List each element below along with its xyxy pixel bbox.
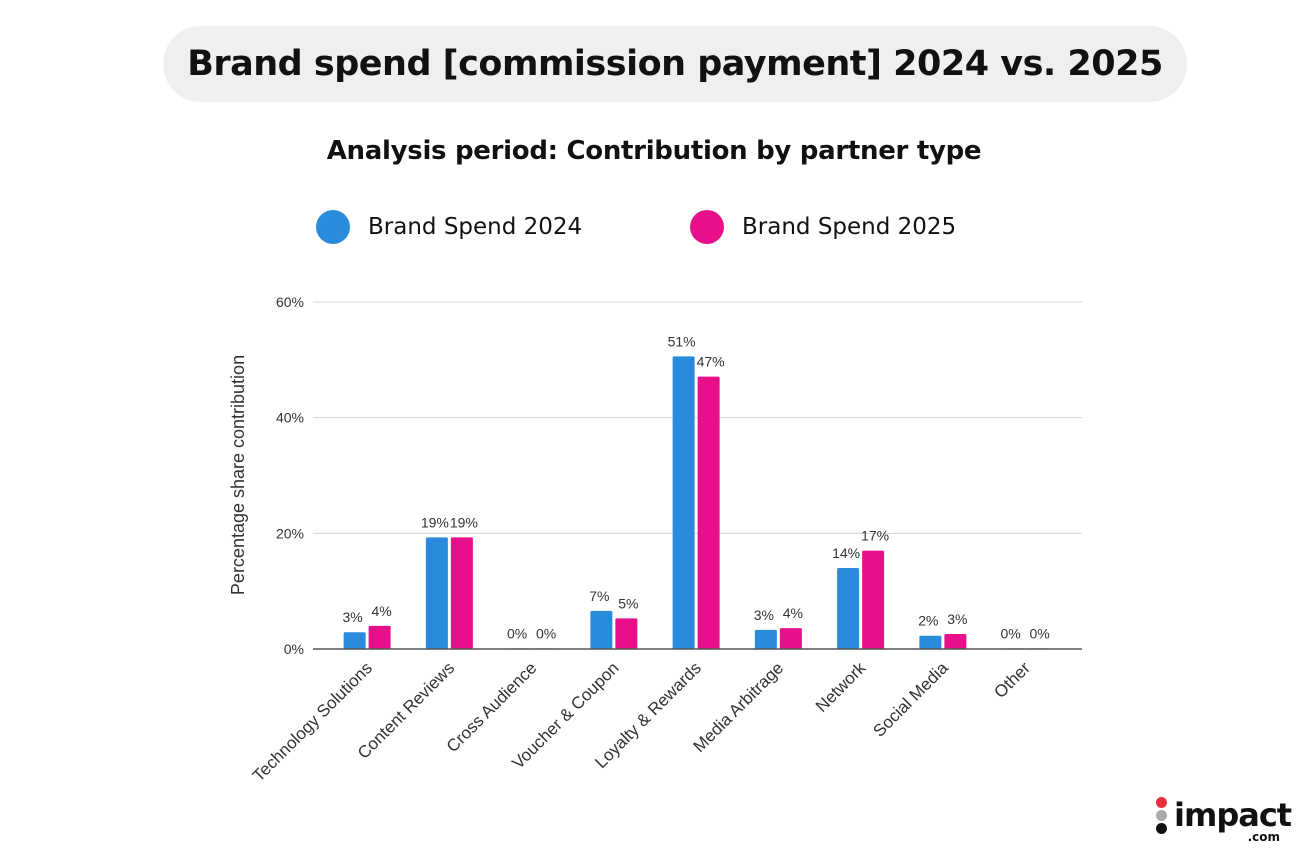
legend-item-2024: Brand Spend 2024	[316, 210, 582, 244]
y-tick-label: 40%	[276, 410, 304, 426]
bar-2025	[779, 628, 802, 649]
legend-swatch-2024	[316, 210, 350, 244]
bar-2025	[862, 550, 885, 649]
data-label: 0%	[507, 625, 527, 641]
bar-2025	[944, 633, 967, 649]
legend-label-2024: Brand Spend 2024	[368, 214, 583, 240]
data-label: 47%	[697, 354, 725, 370]
chart-title: Analysis period: Contribution by partner…	[326, 136, 982, 166]
legend-item-2025: Brand Spend 2025	[690, 210, 956, 244]
data-label: 19%	[421, 514, 449, 530]
bar-2024	[754, 629, 777, 649]
bar-2024	[919, 635, 942, 649]
data-label: 19%	[450, 514, 478, 530]
x-tick-label: Social Media	[869, 658, 952, 741]
page-title: Brand spend [commission payment] 2024 vs…	[187, 44, 1163, 84]
x-tick-label: Network	[812, 658, 870, 716]
y-tick-label: 60%	[276, 294, 304, 310]
bar-2024	[425, 537, 448, 649]
x-tick-label: Other	[990, 658, 1034, 702]
x-tick-label: Technology Solutions	[249, 658, 376, 785]
data-label: 3%	[754, 607, 774, 623]
bar-2024	[672, 356, 695, 649]
y-axis-label: Percentage share contribution	[228, 355, 248, 595]
data-label: 0%	[536, 625, 556, 641]
data-label: 51%	[668, 333, 696, 349]
legend-label-2025: Brand Spend 2025	[742, 214, 957, 240]
logo-text: impact	[1174, 796, 1292, 834]
impact-logo: impact .com	[1152, 796, 1292, 844]
bar-2025	[368, 625, 391, 649]
data-label: 4%	[783, 605, 803, 621]
title-banner: Brand spend [commission payment] 2024 vs…	[163, 26, 1187, 102]
data-label: 5%	[618, 595, 638, 611]
bar-2025	[450, 537, 473, 649]
bar-2025	[697, 376, 720, 649]
y-tick-label: 0%	[284, 641, 304, 657]
data-label: 7%	[589, 588, 609, 604]
bar-2024	[590, 610, 613, 649]
legend-swatch-2025	[690, 210, 724, 244]
y-tick-label: 20%	[276, 525, 304, 541]
data-label: 0%	[1001, 625, 1021, 641]
data-label: 0%	[1030, 625, 1050, 641]
x-tick-label: Media Arbitrage	[690, 658, 788, 756]
logo-domain: .com	[1247, 830, 1280, 844]
data-label: 14%	[832, 545, 860, 561]
data-label: 3%	[343, 609, 363, 625]
data-label: 4%	[372, 603, 392, 619]
data-label: 17%	[861, 528, 889, 544]
data-label: 3%	[947, 611, 967, 627]
data-label: 2%	[918, 613, 938, 629]
bar-2024	[837, 568, 860, 649]
bar-2025	[615, 618, 638, 649]
bar-2024	[343, 632, 366, 649]
